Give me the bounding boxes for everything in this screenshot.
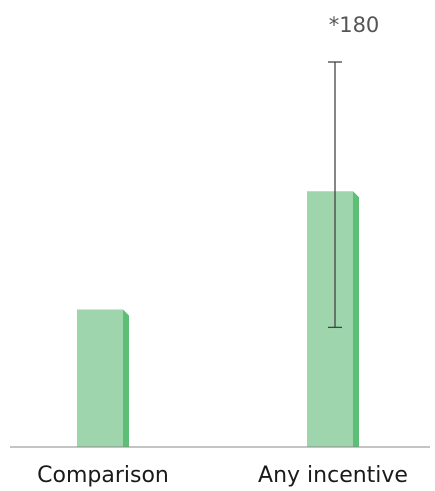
bars-layer	[77, 191, 359, 447]
x-tick-label-0: Comparison	[37, 463, 169, 488]
bar-0	[77, 309, 123, 447]
bar-side-0	[123, 309, 129, 447]
bar-1	[307, 191, 353, 447]
category-labels-layer: Comparison Any incentive	[37, 463, 408, 488]
error-bars-layer	[328, 61, 342, 329]
x-tick-label-1: Any incentive	[258, 463, 408, 488]
annotations-layer: *180	[329, 13, 380, 37]
bar-side-1	[353, 191, 359, 447]
annotation-1: *180	[329, 13, 380, 37]
